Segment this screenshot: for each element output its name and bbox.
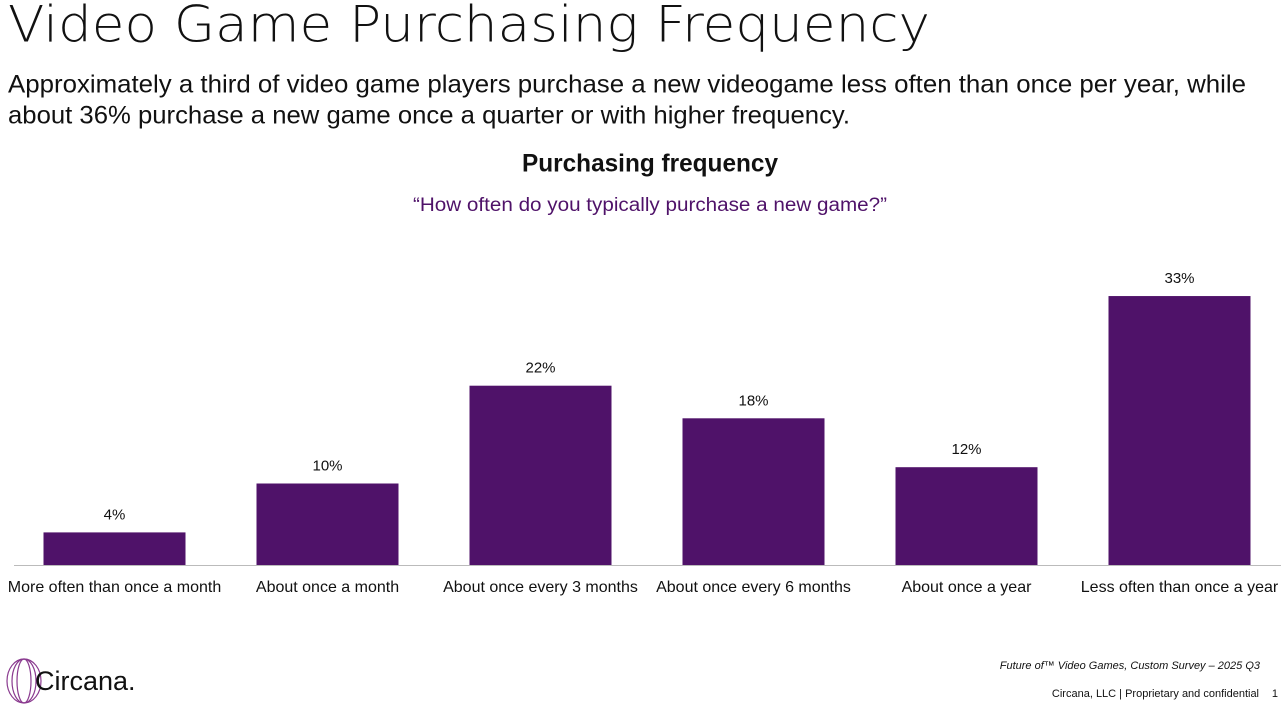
x-tick-label: Less often than once a year bbox=[1081, 579, 1279, 596]
footer-text: Circana, LLC | Proprietary and confident… bbox=[1052, 688, 1259, 700]
x-tick-label: About once a year bbox=[902, 579, 1033, 596]
slide-title: Video Game Purchasing Frequency bbox=[8, 0, 930, 54]
x-tick-label: More often than once a month bbox=[8, 579, 221, 596]
data-label: 22% bbox=[525, 360, 555, 377]
x-tick-label: About once a month bbox=[256, 579, 399, 596]
bar bbox=[895, 467, 1038, 565]
data-label: 10% bbox=[312, 457, 342, 474]
data-label: 33% bbox=[1164, 270, 1194, 287]
data-label: 4% bbox=[104, 506, 126, 523]
chart-title: Purchasing frequency bbox=[522, 150, 778, 178]
slide-subtitle: Approximately a third of video game play… bbox=[8, 71, 1246, 99]
slide-subtitle: about 36% purchase a new game once a qua… bbox=[8, 102, 850, 130]
data-label: 12% bbox=[951, 441, 981, 458]
logo-text: Circana. bbox=[35, 666, 136, 696]
page-number: 1 bbox=[1272, 688, 1278, 700]
bar bbox=[1108, 296, 1251, 565]
x-tick-label: About once every 3 months bbox=[443, 579, 638, 596]
bar bbox=[469, 385, 612, 565]
bar bbox=[682, 418, 825, 565]
bar bbox=[256, 483, 399, 565]
data-label: 18% bbox=[738, 392, 768, 409]
x-tick-label: About once every 6 months bbox=[656, 579, 851, 596]
bar bbox=[43, 532, 186, 565]
logo-mark bbox=[6, 658, 42, 704]
chart-subtitle: “How often do you typically purchase a n… bbox=[413, 195, 887, 216]
source-note: Future of™ Video Games, Custom Survey – … bbox=[1000, 660, 1261, 672]
